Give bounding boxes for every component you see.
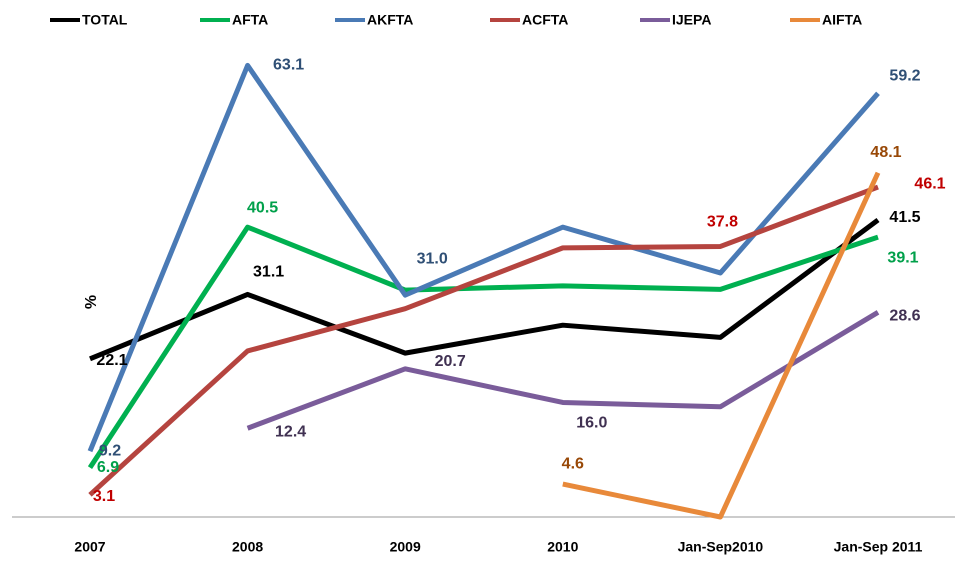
data-label: 12.4 [275,423,306,440]
series-line [562,171,881,520]
x-tick-label: 2007 [74,539,105,555]
data-label: 28.6 [889,308,920,325]
data-label: 20.7 [435,353,466,370]
series-line [246,310,880,431]
x-tick-label: 2010 [547,539,578,555]
data-label: 48.1 [870,144,901,161]
data-label: 46.1 [914,175,945,192]
data-label: 4.6 [562,455,584,472]
legend-label: ACFTA [522,12,568,28]
data-label: 59.2 [889,68,920,85]
data-label: 6.9 [97,459,119,476]
y-axis-label: % [83,295,100,309]
data-label: 37.8 [707,214,738,231]
series-line [88,184,879,497]
legend-label: TOTAL [82,12,128,28]
series-line [87,224,879,469]
series-line [89,217,880,362]
x-tick-label: 2008 [232,539,263,555]
data-label: 16.0 [576,415,607,432]
x-tick-label: Jan-Sep2010 [678,539,764,555]
data-label: 9.2 [99,442,121,459]
legend-label: AFTA [232,12,268,28]
legend-label: IJEPA [672,12,711,28]
data-label: 41.5 [889,209,920,226]
data-label: 63.1 [273,57,304,74]
x-tick-label: Jan-Sep 2011 [834,539,923,555]
data-label: 39.1 [887,249,918,266]
data-label: 3.1 [93,488,115,505]
legend-label: AIFTA [822,12,862,28]
data-label: 31.0 [417,250,448,267]
data-label: 40.5 [247,199,278,216]
legend-label: AKFTA [367,12,413,28]
series-line [87,62,880,453]
data-label: 31.1 [253,264,284,281]
x-tick-label: 2009 [390,539,421,555]
data-label: 22.1 [96,352,127,369]
